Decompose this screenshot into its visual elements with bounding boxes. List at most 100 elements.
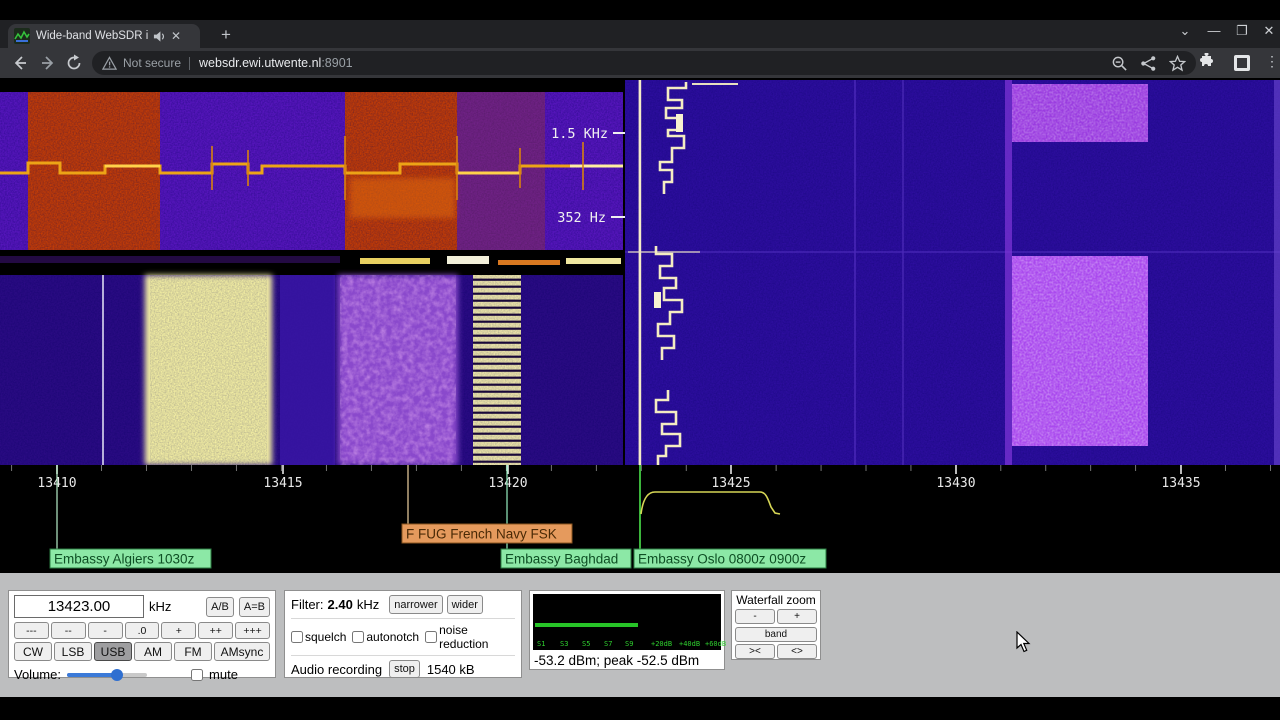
zoom-out-icon[interactable] bbox=[1111, 55, 1128, 72]
scale-tick-label: 13425 bbox=[711, 476, 750, 491]
volume-slider-thumb[interactable] bbox=[110, 668, 123, 681]
filter-bandwidth-value: 2.40 bbox=[327, 597, 353, 612]
waterfall-zoom-in-button[interactable]: + bbox=[777, 609, 817, 624]
station-label-fug[interactable]: F FUG French Navy FSK bbox=[401, 523, 573, 544]
waterfall-widen-button[interactable]: <> bbox=[777, 644, 817, 659]
step-round-button[interactable]: .0 bbox=[124, 622, 160, 639]
station-markers: F FUG French Navy FSK Embassy Algiers 10… bbox=[49, 465, 827, 569]
new-tab-button[interactable]: + bbox=[221, 25, 231, 44]
mode-fm-button[interactable]: FM bbox=[174, 642, 212, 661]
step-up-1-button[interactable]: + bbox=[161, 622, 197, 639]
smeter-scale-label: S5 bbox=[582, 640, 591, 648]
squelch-checkbox[interactable] bbox=[291, 631, 303, 643]
extensions-puzzle-icon[interactable] bbox=[1199, 53, 1219, 73]
step-down-2-button[interactable]: -- bbox=[50, 622, 86, 639]
smeter-reading: -53.2 dBm; peak -52.5 dBm bbox=[534, 653, 700, 668]
frequency-input[interactable] bbox=[14, 595, 144, 618]
a-equals-b-button[interactable]: A=B bbox=[238, 596, 270, 617]
smeter-scale-label: S1 bbox=[537, 640, 546, 648]
smeter-scale-label: +40dB bbox=[679, 640, 701, 648]
scale-tick-label: 13420 bbox=[488, 476, 527, 491]
scale-tick-label: 13435 bbox=[1161, 476, 1200, 491]
filter-unit: kHz bbox=[356, 597, 380, 612]
not-secure-warning-icon bbox=[102, 55, 117, 70]
divider bbox=[291, 618, 515, 619]
noise-reduction-label: noise reduction bbox=[439, 623, 489, 651]
recording-size: 1540 kB bbox=[426, 661, 475, 677]
window-chevron-icon[interactable]: ⌄ bbox=[1179, 23, 1191, 38]
smeter-scale-label: S9 bbox=[625, 640, 634, 648]
waterfall-zoom-box: Waterfall zoom - + band >< <> bbox=[731, 590, 821, 660]
step-up-3-button[interactable]: +++ bbox=[235, 622, 271, 639]
address-bar[interactable]: Not secure websdr.ewi.utwente.nl :8901 bbox=[92, 51, 1196, 75]
mode-am-button[interactable]: AM bbox=[134, 642, 172, 661]
tab-audio-icon[interactable] bbox=[153, 30, 166, 43]
fsk-signal-trace bbox=[654, 82, 688, 465]
waterfall-band-button[interactable]: band bbox=[735, 627, 817, 642]
url-host: websdr.ewi.utwente.nl bbox=[199, 56, 322, 70]
smeter-scale-label: +60dB bbox=[705, 640, 727, 648]
station-label-text: Embassy Oslo 0800z 0900z bbox=[638, 552, 806, 567]
filter-narrower-button[interactable]: narrower bbox=[389, 595, 443, 614]
passband-indicator bbox=[640, 491, 781, 515]
main-waterfall-left bbox=[0, 275, 623, 465]
smeter-signal-bar bbox=[535, 623, 639, 627]
share-icon[interactable] bbox=[1140, 55, 1157, 72]
browser-tab[interactable]: Wide-band WebSDR in Ensch ✕ bbox=[8, 24, 200, 48]
smeter-scale-label: S3 bbox=[560, 640, 569, 648]
filter-wider-button[interactable]: wider bbox=[446, 595, 483, 614]
ab-button[interactable]: A/B bbox=[206, 596, 234, 617]
squelch-label: squelch bbox=[305, 630, 347, 644]
window-restore-icon[interactable]: ❐ bbox=[1236, 23, 1248, 38]
tab-title: Wide-band WebSDR in Ensch bbox=[36, 30, 148, 42]
station-label-text: Embassy Baghdad bbox=[505, 552, 618, 567]
station-label-baghdad[interactable]: Embassy Baghdad bbox=[500, 548, 632, 569]
audio-recording-label: Audio recording bbox=[291, 661, 383, 677]
smeter-display: S1 S3 S5 S7 S9 +20dB +40dB +60dB bbox=[533, 594, 726, 650]
volume-slider[interactable] bbox=[66, 668, 147, 681]
recording-stop-button[interactable]: stop bbox=[389, 660, 420, 678]
volume-label: Volume: bbox=[14, 667, 61, 682]
forward-icon[interactable] bbox=[38, 53, 58, 73]
omnibox-divider bbox=[189, 56, 191, 70]
step-down-3-button[interactable]: --- bbox=[14, 622, 49, 639]
scale-tick-label: 13415 bbox=[263, 476, 302, 491]
audio-freq-label-low: 352 Hz bbox=[557, 210, 606, 226]
autonotch-checkbox[interactable] bbox=[352, 631, 365, 643]
filter-label: Filter: bbox=[291, 597, 324, 612]
back-icon[interactable] bbox=[10, 53, 30, 73]
mode-lsb-button[interactable]: LSB bbox=[54, 642, 92, 661]
station-label-text: F FUG French Navy FSK bbox=[406, 527, 557, 542]
volume-slider-fill bbox=[66, 672, 115, 677]
mode-amsync-button[interactable]: AMsync bbox=[214, 642, 270, 661]
window-minimize-icon[interactable]: — bbox=[1207, 23, 1221, 38]
autonotch-label: autonotch bbox=[366, 630, 420, 644]
step-up-2-button[interactable]: ++ bbox=[198, 622, 234, 639]
noise-reduction-checkbox[interactable] bbox=[425, 631, 438, 643]
step-down-1-button[interactable]: - bbox=[87, 622, 123, 639]
url-port: :8901 bbox=[321, 56, 353, 70]
station-label-text: Embassy Algiers 1030z bbox=[54, 552, 195, 567]
bookmark-star-icon[interactable] bbox=[1169, 54, 1186, 72]
station-label-oslo[interactable]: Embassy Oslo 0800z 0900z bbox=[633, 548, 827, 569]
mute-checkbox[interactable] bbox=[191, 668, 204, 681]
waterfall-zoom-out-button[interactable]: - bbox=[735, 609, 775, 624]
waterfall-narrow-button[interactable]: >< bbox=[735, 644, 775, 659]
reload-icon[interactable] bbox=[64, 53, 84, 73]
tuned-carrier-line bbox=[638, 80, 642, 465]
main-waterfall-right bbox=[625, 80, 1280, 465]
smeter-scale-label: +20dB bbox=[651, 640, 673, 648]
profile-avatar-icon[interactable] bbox=[1232, 53, 1252, 73]
window-close-icon[interactable]: ✕ bbox=[1263, 23, 1275, 38]
waterfall-zoom-title: Waterfall zoom bbox=[736, 593, 816, 607]
waterfall-display[interactable]: 1.5 KHz 352 Hz bbox=[0, 78, 1280, 573]
station-label-algiers[interactable]: Embassy Algiers 1030z bbox=[49, 548, 212, 569]
filter-box: Filter: 2.40 kHz narrower wider squelch … bbox=[284, 590, 522, 678]
mode-usb-button[interactable]: USB bbox=[94, 642, 132, 661]
mute-label: mute bbox=[209, 667, 238, 682]
mode-cw-button[interactable]: CW bbox=[14, 642, 52, 661]
menu-kebab-icon[interactable]: ⋮ bbox=[1265, 53, 1279, 69]
tab-close-icon[interactable]: ✕ bbox=[171, 29, 182, 43]
security-label: Not secure bbox=[123, 56, 182, 70]
